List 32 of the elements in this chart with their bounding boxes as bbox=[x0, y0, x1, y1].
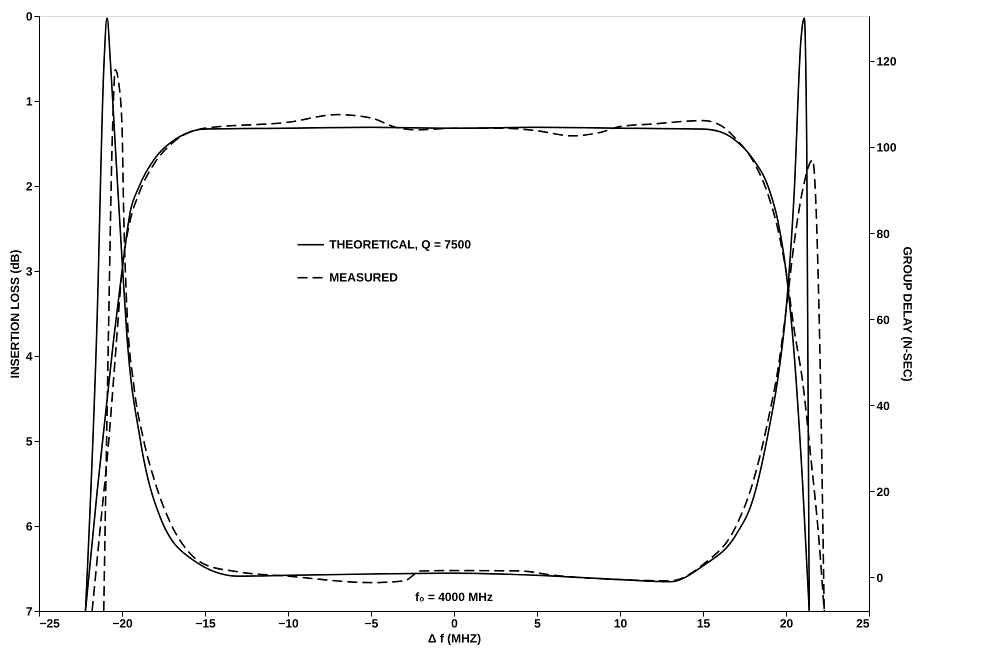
x-tick-label: −25 bbox=[40, 616, 60, 630]
x-tick-label: 25 bbox=[856, 616, 870, 630]
legend-label: MEASURED bbox=[329, 270, 398, 285]
y-tick-label: 7 bbox=[26, 604, 33, 618]
x-tick-label: −20 bbox=[112, 616, 133, 630]
y-tick-label: 2 bbox=[26, 180, 33, 194]
y-tick-label: 4 bbox=[26, 350, 33, 364]
y-tick-label: 0 bbox=[26, 10, 33, 24]
y-axis-title: INSERTION LOSS (dB) bbox=[8, 250, 22, 378]
y2-tick-label: 100 bbox=[876, 140, 897, 155]
annotation: f₀ = 4000 MHz bbox=[415, 590, 493, 604]
y-tick-label: 5 bbox=[26, 434, 33, 448]
y2-axis-title: GROUP DELAY (N-SEC) bbox=[900, 246, 915, 382]
y2-tick-label: 60 bbox=[876, 312, 890, 327]
x-tick-label: −5 bbox=[364, 616, 379, 630]
y2-tick-label: 40 bbox=[876, 398, 890, 413]
x-tick-label: 5 bbox=[534, 616, 542, 630]
x-tick-label: 0 bbox=[451, 616, 458, 630]
y-tick-label: 6 bbox=[26, 520, 33, 534]
legend-label: THEORETICAL, Q = 7500 bbox=[329, 238, 472, 252]
y2-tick-label: 80 bbox=[876, 226, 890, 241]
x-tick-label: −15 bbox=[195, 616, 216, 630]
x-tick-label: −10 bbox=[278, 616, 299, 630]
x-tick-label: 10 bbox=[614, 616, 628, 630]
x-axis-title: Δ f (MHZ) bbox=[428, 632, 482, 646]
y2-tick-label: 0 bbox=[876, 570, 884, 585]
x-tick-label: 20 bbox=[780, 616, 794, 630]
y-tick-label: 3 bbox=[26, 264, 33, 278]
y-tick-label: 1 bbox=[26, 94, 33, 108]
y2-tick-label: 20 bbox=[876, 484, 890, 499]
x-tick-label: 15 bbox=[696, 616, 710, 630]
y2-tick-label: 120 bbox=[876, 54, 897, 69]
